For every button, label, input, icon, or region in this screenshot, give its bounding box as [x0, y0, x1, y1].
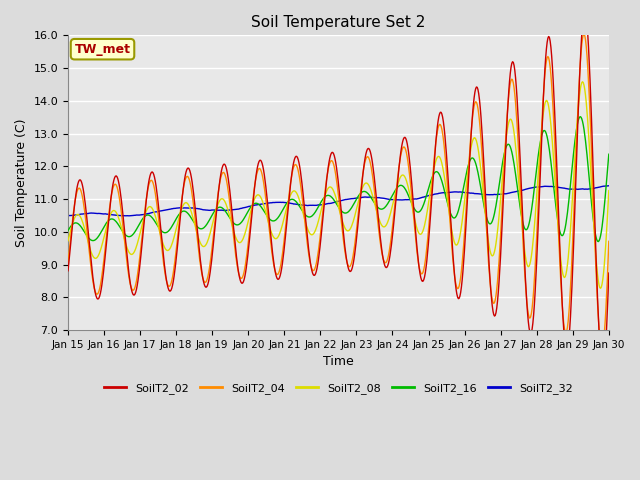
Title: Soil Temperature Set 2: Soil Temperature Set 2 — [252, 15, 426, 30]
Y-axis label: Soil Temperature (C): Soil Temperature (C) — [15, 119, 28, 247]
Legend: SoilT2_02, SoilT2_04, SoilT2_08, SoilT2_16, SoilT2_32: SoilT2_02, SoilT2_04, SoilT2_08, SoilT2_… — [100, 379, 577, 398]
Text: TW_met: TW_met — [74, 43, 131, 56]
X-axis label: Time: Time — [323, 355, 354, 369]
